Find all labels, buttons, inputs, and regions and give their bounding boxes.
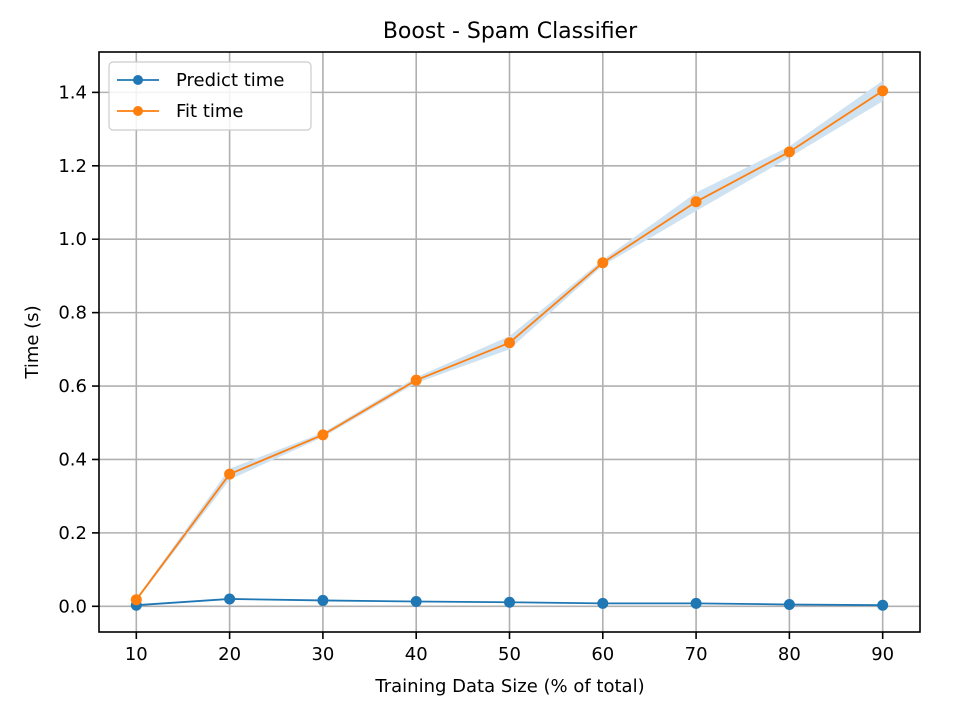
y-tick-label: 0.6 xyxy=(58,376,87,397)
series-lines xyxy=(130,85,889,611)
data-point xyxy=(783,146,795,158)
data-point xyxy=(783,598,795,610)
x-tick-label: 40 xyxy=(405,644,428,665)
legend-swatch-marker xyxy=(133,75,143,85)
y-tick-label: 1.0 xyxy=(58,229,87,250)
data-point xyxy=(690,597,702,609)
axes xyxy=(92,51,921,639)
y-axis-label: Time (s) xyxy=(22,305,43,379)
data-point xyxy=(877,85,889,97)
x-tick-label: 30 xyxy=(311,644,334,665)
x-tick-label: 50 xyxy=(498,644,521,665)
legend-box xyxy=(108,61,312,131)
x-tick-label: 90 xyxy=(871,644,894,665)
data-point xyxy=(410,374,422,386)
y-tick-label: 0.2 xyxy=(58,523,87,544)
y-tick-label: 1.2 xyxy=(58,156,87,177)
y-tick-label: 1.4 xyxy=(58,82,87,103)
y-tick-label: 0.8 xyxy=(58,303,87,324)
data-point xyxy=(877,599,889,611)
legend: Predict time Fit time xyxy=(108,61,312,131)
x-tick-label: 60 xyxy=(591,644,614,665)
chart-title: Boost - Spam Classifier xyxy=(383,19,638,44)
x-tick-label: 10 xyxy=(125,644,148,665)
x-tick-label: 70 xyxy=(685,644,708,665)
data-point xyxy=(504,596,515,608)
data-point xyxy=(597,597,609,609)
x-tick-label: 20 xyxy=(218,644,241,665)
data-point xyxy=(224,593,236,605)
data-point xyxy=(504,337,515,349)
data-point xyxy=(317,429,329,441)
legend-swatch-marker xyxy=(133,106,143,116)
y-tick-label: 0.0 xyxy=(58,596,87,617)
data-point xyxy=(317,594,329,606)
x-tick-label: 80 xyxy=(778,644,801,665)
tick-labels: 10 20 30 40 50 60 70 80 90 0.0 0.2 0.4 0.6 0.8 1.0 1.2 1… xyxy=(58,82,894,665)
data-point xyxy=(410,596,422,608)
data-point xyxy=(130,594,142,606)
x-axis-label: Training Data Size (% of total) xyxy=(374,676,644,697)
data-point xyxy=(690,196,702,208)
data-point xyxy=(224,468,236,480)
legend-label: Fit time xyxy=(176,101,244,122)
y-tick-label: 0.4 xyxy=(58,449,87,470)
legend-label: Predict time xyxy=(176,70,284,91)
data-point xyxy=(597,257,609,269)
